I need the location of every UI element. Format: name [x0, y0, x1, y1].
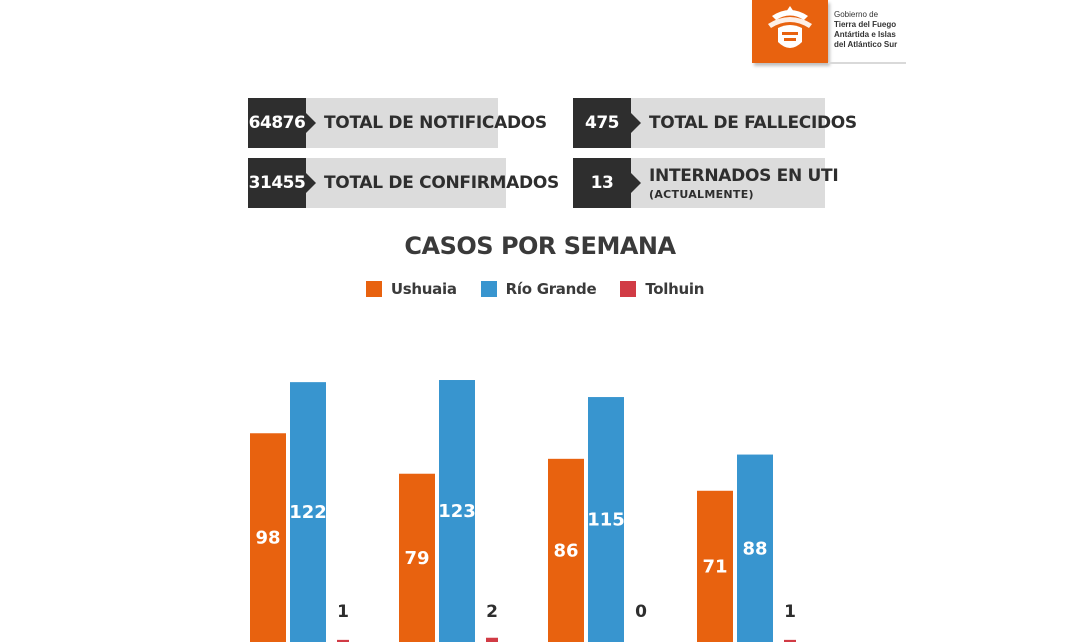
stat-label-text: TOTAL DE CONFIRMADOS [324, 173, 559, 193]
logo-line-3: Antártida e Islas [834, 30, 896, 39]
bar-label-ushuaia: 98 [255, 528, 280, 549]
legend-swatch [620, 281, 637, 297]
bar-rio-grande [588, 397, 624, 642]
bar-tolhuin [337, 639, 349, 642]
bar-rio-grande [737, 454, 773, 642]
legend-swatch [365, 281, 382, 297]
bar-tolhuin [486, 637, 498, 642]
stat-value: 13 [573, 158, 641, 208]
legend-swatch [480, 281, 497, 297]
bar-label-tolhuin: 1 [337, 602, 349, 622]
bar-ushuaia [697, 490, 733, 642]
logo-line-1: Gobierno de [834, 10, 879, 19]
legend-label: Ushuaia [390, 280, 457, 298]
stat-uti: 13 INTERNADOS EN UTI (ACTUALMENTE) [573, 158, 839, 208]
stat-value: 31455 [248, 158, 316, 208]
logo-text: Gobierno de Tierra del Fuego Antártida e… [834, 10, 924, 50]
legend-item-rio-grande: Río Grande [480, 280, 597, 298]
stat-label: TOTAL DE FALLECIDOS [631, 98, 857, 148]
stat-label-text: TOTAL DE NOTIFICADOS [324, 113, 547, 133]
bar-label-ushuaia: 79 [404, 548, 429, 569]
stat-value: 475 [573, 98, 641, 148]
bar-ushuaia [250, 433, 286, 642]
stat-label: TOTAL DE CONFIRMADOS [306, 158, 559, 208]
bar-label-rio-grande: 88 [742, 538, 767, 559]
stat-label: INTERNADOS EN UTI (ACTUALMENTE) [631, 158, 839, 208]
bar-label-tolhuin: 1 [784, 602, 796, 622]
provincial-emblem-icon [768, 6, 812, 48]
stat-label-text: TOTAL DE FALLECIDOS [649, 113, 857, 133]
stat-label-text: INTERNADOS EN UTI [649, 165, 839, 186]
chart-legend: Ushuaia Río Grande Tolhuin [0, 280, 1070, 298]
legend-label: Tolhuin [645, 280, 705, 298]
logo-line-2: Tierra del Fuego [834, 20, 897, 29]
logo-divider [828, 62, 906, 64]
legend-item-tolhuin: Tolhuin [620, 280, 704, 298]
bar-label-ushuaia: 86 [553, 540, 578, 561]
bar-tolhuin [784, 639, 796, 642]
legend-item-ushuaia: Ushuaia [365, 280, 457, 298]
bar-label-rio-grande: 115 [587, 510, 625, 531]
stat-confirmados: 31455 TOTAL DE CONFIRMADOS [248, 158, 559, 208]
stat-notificados: 64876 TOTAL DE NOTIFICADOS [248, 98, 547, 148]
bar-rio-grande [290, 382, 326, 642]
stat-label: TOTAL DE NOTIFICADOS [306, 98, 547, 148]
stat-value: 64876 [248, 98, 316, 148]
stat-sublabel: (ACTUALMENTE) [649, 187, 754, 201]
bar-rio-grande [439, 380, 475, 642]
bar-label-tolhuin: 0 [635, 602, 647, 622]
bar-label-rio-grande: 122 [289, 502, 327, 523]
chart-title: CASOS POR SEMANA [404, 232, 676, 260]
bar-ushuaia [548, 458, 584, 642]
bar-label-tolhuin: 2 [486, 602, 498, 622]
bar-chart: 98 122 1 79 123 2 86 115 0 71 88 1 [250, 380, 796, 642]
bar-label-ushuaia: 71 [702, 556, 727, 577]
stat-fallecidos: 475 TOTAL DE FALLECIDOS [573, 98, 857, 148]
legend-label: Río Grande [505, 280, 597, 298]
bar-ushuaia [399, 473, 435, 642]
logo-badge [752, 0, 828, 63]
logo-line-4: del Atlántico Sur [834, 40, 898, 49]
bar-label-rio-grande: 123 [438, 501, 476, 522]
